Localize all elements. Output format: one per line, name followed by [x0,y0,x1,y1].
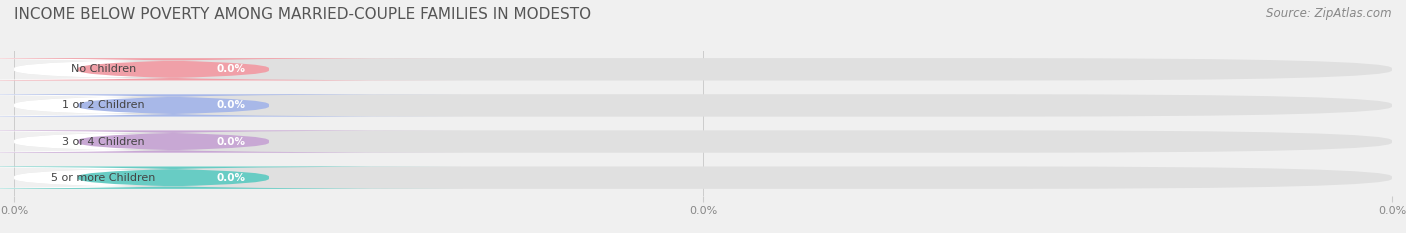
FancyBboxPatch shape [0,166,463,189]
FancyBboxPatch shape [0,58,463,81]
FancyBboxPatch shape [14,166,1392,189]
Text: INCOME BELOW POVERTY AMONG MARRIED-COUPLE FAMILIES IN MODESTO: INCOME BELOW POVERTY AMONG MARRIED-COUPL… [14,7,591,22]
FancyBboxPatch shape [0,130,398,153]
Text: 3 or 4 Children: 3 or 4 Children [62,137,145,147]
Text: 5 or more Children: 5 or more Children [52,173,156,183]
Text: 0.0%: 0.0% [217,64,246,74]
FancyBboxPatch shape [0,166,398,189]
Text: No Children: No Children [70,64,136,74]
FancyBboxPatch shape [14,58,1392,81]
Text: 0.0%: 0.0% [217,137,246,147]
FancyBboxPatch shape [0,58,398,81]
FancyBboxPatch shape [14,130,1392,153]
Text: 0.0%: 0.0% [217,173,246,183]
FancyBboxPatch shape [0,94,463,117]
FancyBboxPatch shape [0,130,463,153]
FancyBboxPatch shape [0,94,398,117]
Text: 1 or 2 Children: 1 or 2 Children [62,100,145,110]
FancyBboxPatch shape [14,94,1392,117]
Text: 0.0%: 0.0% [217,100,246,110]
Text: Source: ZipAtlas.com: Source: ZipAtlas.com [1267,7,1392,20]
